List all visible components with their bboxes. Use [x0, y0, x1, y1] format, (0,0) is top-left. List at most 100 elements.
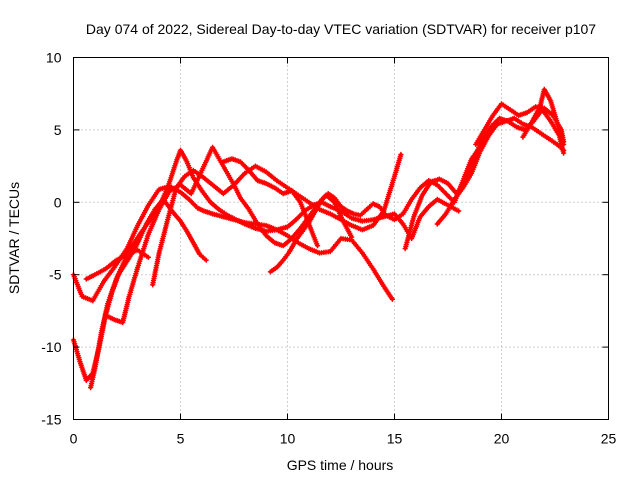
data-point — [361, 251, 364, 255]
y-tick-label: -10 — [41, 339, 61, 355]
data-point — [200, 189, 204, 192]
data-point — [538, 131, 542, 134]
data-point — [93, 367, 97, 370]
data-point — [113, 318, 116, 321]
data-point — [102, 280, 105, 284]
data-point — [350, 224, 353, 227]
plus-markers — [70, 183, 395, 304]
data-point — [269, 270, 272, 273]
data-point — [329, 250, 332, 253]
data-point — [327, 192, 330, 195]
data-point — [329, 212, 332, 216]
data-point — [294, 218, 298, 221]
data-point — [222, 215, 225, 218]
data-point — [91, 299, 95, 302]
data-point — [391, 298, 394, 301]
data-point — [264, 170, 268, 174]
data-point — [301, 230, 304, 233]
x-axis-title: GPS time / hours — [287, 457, 394, 473]
data-point — [121, 321, 124, 324]
data-point — [136, 241, 139, 244]
data-point — [179, 149, 182, 152]
data-point — [346, 209, 349, 213]
data-point — [361, 228, 364, 231]
data-point — [314, 209, 317, 213]
data-point — [282, 244, 285, 247]
x-tick-label: 15 — [387, 431, 403, 447]
data-point — [461, 186, 465, 189]
data-point — [179, 191, 182, 194]
y-axis-title: SDTVAR / TECUs — [6, 182, 22, 294]
data-point — [474, 143, 477, 146]
plus-markers — [520, 86, 567, 147]
x-tick-label: 20 — [494, 431, 510, 447]
data-point — [436, 183, 439, 187]
data-point — [151, 283, 154, 286]
data-point — [472, 157, 475, 161]
data-point — [254, 227, 257, 230]
data-point — [127, 295, 131, 298]
y-tick-label: 0 — [54, 194, 62, 210]
axis-ticks — [73, 57, 609, 420]
data-point — [175, 186, 178, 189]
y-tick-label: -15 — [41, 412, 61, 428]
data-point — [123, 259, 127, 262]
data-point — [187, 198, 191, 201]
data-point — [318, 251, 321, 255]
series-satellite-arc-5 — [83, 247, 151, 282]
data-point — [202, 209, 206, 213]
series-layer — [70, 86, 567, 391]
data-point — [543, 107, 546, 110]
data-point — [198, 253, 201, 256]
data-point — [555, 143, 559, 146]
data-point — [350, 235, 353, 239]
data-point — [243, 172, 246, 175]
y-tick-label: 10 — [46, 50, 62, 66]
data-point — [446, 204, 450, 207]
plus-markers — [267, 144, 483, 275]
data-point — [115, 259, 118, 262]
data-point — [318, 208, 321, 211]
data-point — [243, 222, 246, 226]
data-point — [205, 259, 208, 262]
data-point — [149, 218, 152, 221]
data-point — [401, 222, 405, 226]
data-point — [487, 134, 490, 137]
x-tick-labels: 0 5 10 15 20 25 — [70, 431, 617, 447]
data-point — [299, 201, 302, 204]
data-point — [393, 175, 396, 178]
data-point — [526, 111, 529, 114]
data-point — [273, 241, 276, 244]
data-point — [104, 314, 107, 317]
data-point — [222, 164, 225, 168]
x-tick-label: 25 — [601, 431, 617, 447]
data-point — [393, 218, 396, 221]
data-point — [185, 160, 189, 163]
series-satellite-arc-3 — [88, 147, 462, 391]
data-point — [307, 247, 311, 250]
data-point — [132, 243, 135, 246]
data-point — [185, 230, 189, 233]
data-point — [538, 105, 542, 108]
data-point — [125, 253, 129, 256]
data-point — [307, 221, 311, 224]
data-point — [136, 248, 139, 252]
data-point — [429, 180, 433, 184]
series-satellite-arc-10 — [434, 115, 567, 227]
data-point — [530, 121, 533, 124]
data-point — [478, 150, 482, 153]
data-point — [436, 198, 439, 201]
data-point — [543, 88, 546, 91]
data-point — [290, 237, 293, 240]
data-point — [166, 186, 169, 189]
data-point — [491, 114, 495, 117]
data-point — [89, 386, 92, 389]
data-point — [239, 196, 242, 200]
series-satellite-arc-6 — [150, 151, 404, 288]
data-point — [339, 218, 343, 221]
data-point — [147, 256, 150, 259]
data-point — [140, 230, 144, 233]
data-point — [190, 192, 193, 195]
data-point — [427, 205, 430, 208]
series-satellite-arc-12 — [520, 86, 567, 147]
